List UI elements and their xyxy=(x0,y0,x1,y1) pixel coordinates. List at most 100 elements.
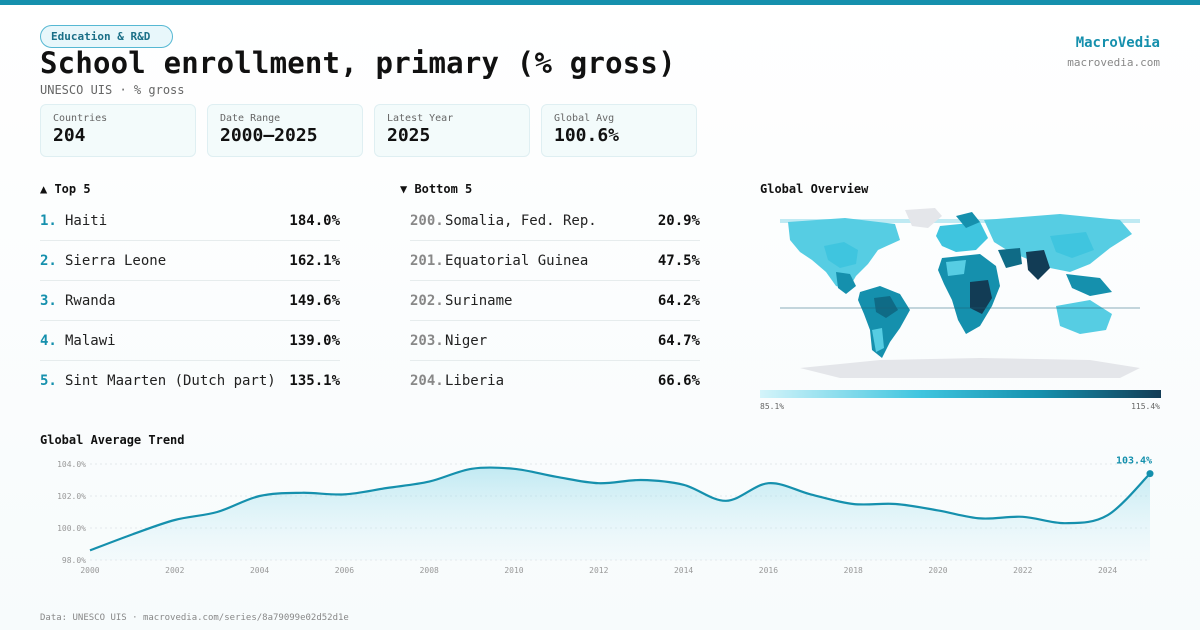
map-region-china[interactable] xyxy=(1050,232,1094,258)
list-item[interactable]: 4. Malawi 139.0% xyxy=(40,321,340,361)
category-tag[interactable]: Education & R&D xyxy=(40,25,174,48)
rank-label: 201. xyxy=(410,252,444,269)
country-name: Rwanda xyxy=(65,292,116,309)
map-region-usa[interactable] xyxy=(824,242,858,268)
footer-source[interactable]: Data: UNESCO UIS · macrovedia.com/series… xyxy=(40,613,349,623)
list-item[interactable]: 201. Equatorial Guinea 47.5% xyxy=(410,241,700,281)
stat-value: 2025 xyxy=(387,125,431,146)
stat-label: Countries xyxy=(53,113,108,124)
map-region-mexico[interactable] xyxy=(836,272,856,294)
page-subtitle: UNESCO UIS · % gross xyxy=(40,83,185,97)
country-value: 66.6% xyxy=(657,373,700,389)
stat-value: 2000–2025 xyxy=(220,125,318,146)
x-tick-label: 2024 xyxy=(1098,566,1117,575)
bottom5-title: ▼ Bottom 5 xyxy=(400,182,473,196)
world-map[interactable] xyxy=(760,202,1161,382)
stat-label: Global Avg xyxy=(554,113,615,124)
stats-row: Countries 204 Date Range 2000–2025 Lates… xyxy=(40,104,697,157)
x-tick-label: 2002 xyxy=(165,566,184,575)
country-value: 47.5% xyxy=(657,252,700,269)
rank-label: 2. xyxy=(40,252,57,269)
map-region-india[interactable] xyxy=(1026,250,1050,280)
brand-logo[interactable]: MacroVedia xyxy=(1075,35,1160,51)
map-region-argentina[interactable] xyxy=(872,328,884,352)
top5-title: ▲ Top 5 xyxy=(40,182,91,196)
list-item[interactable]: 202. Suriname 64.2% xyxy=(410,281,700,321)
rank-label: 203. xyxy=(410,332,444,349)
trend-chart[interactable]: 98.0% 100.0% 102.0% 104.0% 2000 2002 2004 2006 2… xyxy=(40,450,1180,580)
list-item[interactable]: 1. Haiti 184.0% xyxy=(40,201,340,241)
y-tick-label: 104.0% xyxy=(57,460,86,469)
map-title: Global Overview xyxy=(760,182,869,196)
x-tick-label: 2006 xyxy=(335,566,354,575)
list-item[interactable]: 204. Liberia 66.6% xyxy=(410,361,700,401)
brand-url[interactable]: macrovedia.com xyxy=(1067,56,1160,69)
top-accent-bar xyxy=(0,0,1200,5)
map-region-southeast-asia[interactable] xyxy=(1066,274,1112,296)
rank-label: 1. xyxy=(40,212,57,229)
rank-label: 4. xyxy=(40,332,57,349)
map-legend-min: 85.1% xyxy=(760,402,785,411)
country-value: 64.7% xyxy=(657,332,700,349)
map-region-europe[interactable] xyxy=(936,222,988,252)
x-tick-label: 2012 xyxy=(589,566,608,575)
trend-end-label: 103.4% xyxy=(1116,456,1152,467)
map-region-north-africa[interactable] xyxy=(946,260,966,276)
x-tick-label: 2022 xyxy=(1013,566,1032,575)
country-name: Sint Maarten (Dutch part) xyxy=(65,373,276,389)
rank-label: 202. xyxy=(410,292,444,309)
country-name: Sierra Leone xyxy=(65,252,167,269)
x-tick-label: 2018 xyxy=(844,566,863,575)
country-value: 20.9% xyxy=(657,212,700,229)
x-tick-label: 2004 xyxy=(250,566,269,575)
y-tick-label: 102.0% xyxy=(57,492,86,501)
top5-list: 1. Haiti 184.0% 2. Sierra Leone 162.1% 3… xyxy=(40,201,340,401)
map-region-east-africa[interactable] xyxy=(970,280,992,314)
map-region-brazil[interactable] xyxy=(874,296,898,318)
stat-card-countries: Countries 204 xyxy=(40,104,196,157)
list-item[interactable]: 200. Somalia, Fed. Rep. 20.9% xyxy=(410,201,700,241)
country-value: 64.2% xyxy=(657,292,700,309)
map-legend-max: 115.4% xyxy=(1131,402,1160,411)
list-item[interactable]: 203. Niger 64.7% xyxy=(410,321,700,361)
stat-card-global-avg: Global Avg 100.6% xyxy=(541,104,697,157)
country-value: 139.0% xyxy=(289,332,340,349)
country-name: Equatorial Guinea xyxy=(445,252,589,269)
bottom5-list: 200. Somalia, Fed. Rep. 20.9% 201. Equat… xyxy=(410,201,700,401)
page-title: School enrollment, primary (% gross) xyxy=(40,46,676,80)
x-tick-label: 2014 xyxy=(674,566,693,575)
country-name: Niger xyxy=(445,332,488,349)
trend-line xyxy=(89,466,1151,552)
map-region-scandinavia[interactable] xyxy=(956,212,980,228)
trend-area xyxy=(90,467,1150,560)
country-value: 184.0% xyxy=(289,212,340,229)
x-tick-label: 2008 xyxy=(420,566,439,575)
list-item[interactable]: 5. Sint Maarten (Dutch part) 135.1% xyxy=(40,361,340,401)
list-item[interactable]: 2. Sierra Leone 162.1% xyxy=(40,241,340,281)
x-tick-label: 2020 xyxy=(928,566,947,575)
country-value: 149.6% xyxy=(289,292,340,309)
map-region-middle-east[interactable] xyxy=(998,248,1022,268)
country-name: Suriname xyxy=(445,292,513,309)
rank-label: 204. xyxy=(410,373,444,389)
map-region-greenland[interactable] xyxy=(905,208,942,228)
stat-label: Latest Year xyxy=(387,113,454,124)
country-name: Malawi xyxy=(65,332,116,349)
rank-label: 5. xyxy=(40,373,57,389)
y-tick-label: 98.0% xyxy=(62,556,86,565)
x-tick-label: 2016 xyxy=(759,566,778,575)
stat-value: 100.6% xyxy=(554,125,620,146)
trend-title: Global Average Trend xyxy=(40,433,185,447)
country-name: Somalia, Fed. Rep. xyxy=(445,212,597,229)
stat-card-latest-year: Latest Year 2025 xyxy=(374,104,530,157)
y-tick-label: 100.0% xyxy=(57,524,86,533)
rank-label: 3. xyxy=(40,292,57,309)
map-region-south-america[interactable] xyxy=(858,286,910,358)
map-region-australia[interactable] xyxy=(1056,300,1112,334)
trend-end-point xyxy=(1146,470,1154,478)
x-tick-label: 2010 xyxy=(504,566,523,575)
map-legend-bar xyxy=(760,390,1161,398)
list-item[interactable]: 3. Rwanda 149.6% xyxy=(40,281,340,321)
rank-label: 200. xyxy=(410,212,444,229)
map-region-antarctica[interactable] xyxy=(800,358,1140,378)
